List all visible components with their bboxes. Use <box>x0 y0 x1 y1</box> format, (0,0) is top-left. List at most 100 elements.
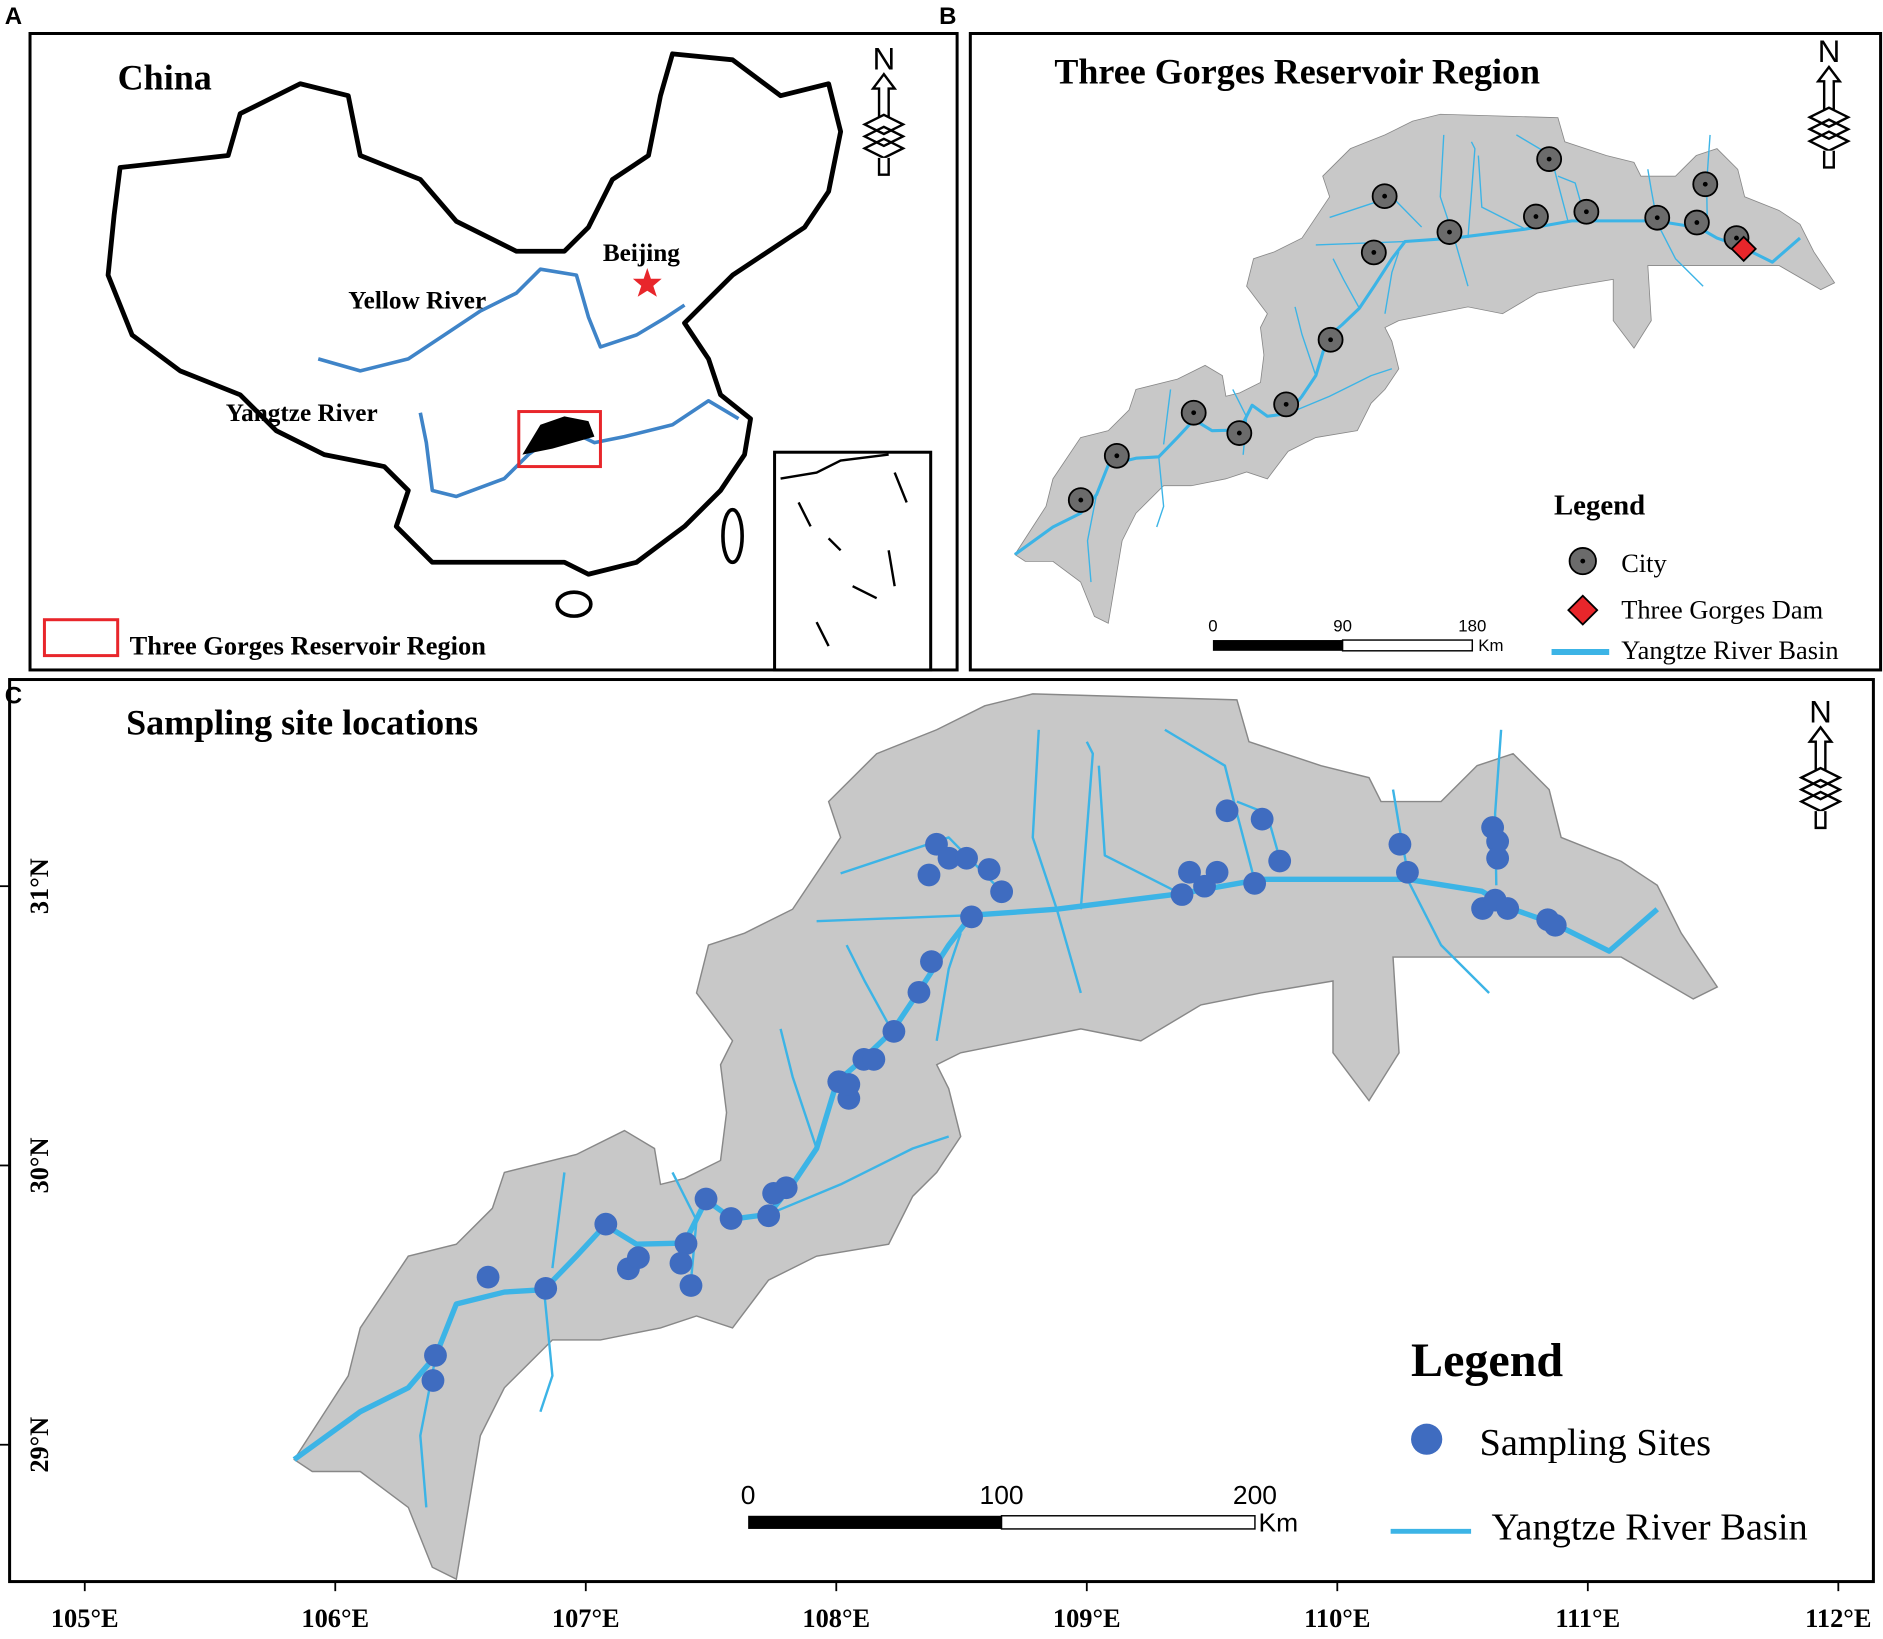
city-dot <box>1283 401 1289 407</box>
inset-frame <box>773 450 933 672</box>
sampling-site <box>679 1274 703 1297</box>
panel-label: A <box>5 3 22 30</box>
city-dot <box>1734 235 1739 241</box>
sampling-site <box>1205 860 1229 884</box>
sampling-site <box>626 1246 650 1269</box>
city-label: Beijing <box>603 240 680 267</box>
panel-label: C <box>5 682 22 709</box>
legend-label: Yangtze River Basin <box>1621 636 1838 665</box>
panel-title: Sampling site locations <box>126 703 478 743</box>
region-box <box>517 410 602 469</box>
sampling-site <box>955 846 978 870</box>
legend-title: Legend <box>1411 1334 1563 1387</box>
x-tick-label: 106°E <box>301 1604 369 1633</box>
legend-swatch <box>42 618 120 658</box>
beijing-star <box>632 267 662 297</box>
panel-frame <box>8 678 1875 1584</box>
x-tick-label: 107°E <box>552 1604 620 1633</box>
legend-dam-symbol <box>1567 594 1599 626</box>
city-dot <box>1328 337 1333 343</box>
sampling-site <box>594 1212 618 1236</box>
sampling-site <box>1486 846 1510 870</box>
scale-segment <box>1212 640 1343 651</box>
city-dot <box>1694 220 1700 225</box>
scale-label: 180 <box>1458 617 1486 636</box>
sampling-site <box>534 1276 558 1300</box>
legend-label: Sampling Sites <box>1480 1422 1712 1464</box>
sampling-site <box>882 1020 906 1043</box>
city-dot <box>1236 430 1242 436</box>
x-tick-label: 105°E <box>51 1604 119 1633</box>
panel-title: Three Gorges Reservoir Region <box>1054 52 1540 92</box>
legend-label: Yangtze River Basin <box>1492 1507 1808 1549</box>
sampling-site <box>960 905 983 929</box>
sampling-site <box>920 950 943 973</box>
hainan <box>555 590 593 618</box>
sampling-site <box>1486 830 1510 853</box>
panel-label: B <box>939 3 956 30</box>
dam-marker <box>1730 235 1757 263</box>
legend-label: Three Gorges Reservoir Region <box>130 631 487 660</box>
city-dot <box>1078 497 1084 503</box>
river-label: Yangtze River <box>226 400 378 427</box>
sampling-site <box>424 1343 447 1367</box>
sampling-site <box>694 1187 718 1211</box>
sampling-site <box>421 1369 445 1392</box>
y-tick-label: 31°N <box>25 858 54 914</box>
panel-frame <box>28 32 959 672</box>
legend-label: City <box>1621 549 1667 578</box>
cities <box>1067 146 1750 513</box>
compass: N <box>1808 34 1850 169</box>
sampling-site <box>1215 799 1239 823</box>
north-label: N <box>1809 695 1832 730</box>
x-tick-label: 112°E <box>1805 1604 1871 1633</box>
sampling-site <box>674 1232 698 1256</box>
sampling-site <box>1243 872 1267 895</box>
sampling-site <box>1496 897 1520 920</box>
sampling-site <box>1388 832 1412 856</box>
x-tick-label: 110°E <box>1304 1604 1370 1633</box>
panel-frame <box>968 32 1883 672</box>
y-tick-label: 30°N <box>25 1138 54 1194</box>
sampling-site <box>977 858 1001 881</box>
legend-title: Legend <box>1554 489 1645 521</box>
x-tick-label: 109°E <box>1053 1604 1121 1633</box>
city-dot <box>1654 215 1660 221</box>
sampling-site <box>1170 883 1194 906</box>
sites <box>421 799 1567 1392</box>
city-dot <box>1533 214 1539 219</box>
inset-coast <box>780 453 908 647</box>
sampling-site <box>1178 860 1201 884</box>
city-dot <box>1546 156 1552 162</box>
sampling-site <box>937 846 961 870</box>
panel-a: A China Beijing Yellow River Yangtze Riv… <box>5 3 959 672</box>
y-tick-label: 29°N <box>25 1417 54 1473</box>
river-label: Yellow River <box>348 288 486 315</box>
scale-label: 100 <box>980 1480 1024 1510</box>
sampling-site <box>862 1047 886 1071</box>
scale-segment <box>1341 639 1474 652</box>
city-dot <box>1371 250 1377 255</box>
scale-label: 200 <box>1233 1480 1277 1510</box>
city-dot <box>1114 453 1120 459</box>
city-dot <box>1191 410 1197 416</box>
legend-city-dot <box>1580 558 1586 564</box>
scale-unit: Km <box>1259 1507 1299 1537</box>
scale-label: 0 <box>741 1480 756 1510</box>
north-label: N <box>873 41 896 76</box>
axes: 105°E 106°E 107°E 108°E 109°E 110°E 111°E 112°E… <box>0 858 1871 1633</box>
reservoir-region <box>522 416 595 455</box>
sampling-site <box>757 1204 781 1228</box>
compass: N <box>863 41 905 176</box>
sampling-site <box>837 1073 861 1096</box>
panel-title: China <box>118 58 212 98</box>
x-tick-label: 111°E <box>1555 1604 1620 1633</box>
city-dot <box>1382 193 1388 199</box>
sampling-site <box>719 1207 743 1230</box>
legend-site-symbol <box>1411 1423 1443 1455</box>
sampling-site <box>907 980 931 1004</box>
sampling-site <box>990 880 1014 904</box>
sampling-site <box>774 1176 798 1200</box>
